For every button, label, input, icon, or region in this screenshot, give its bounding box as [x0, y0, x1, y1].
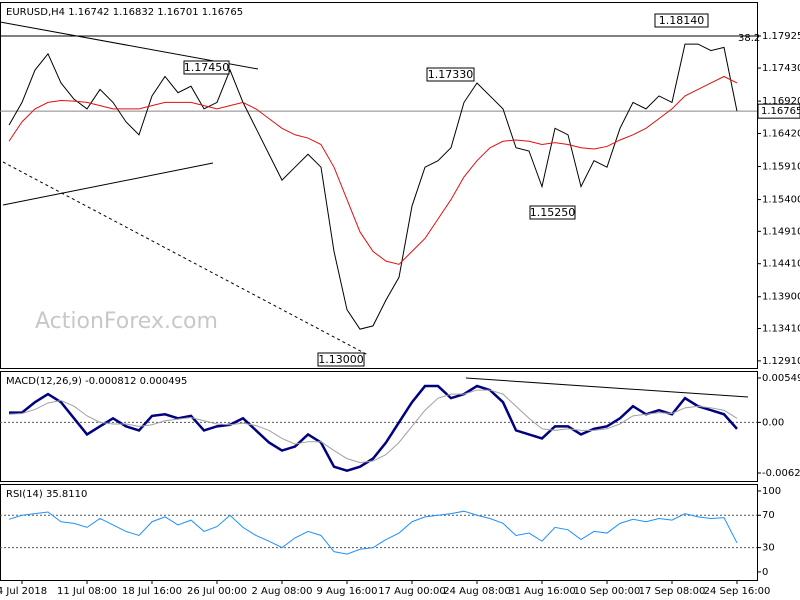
y-tick-label: 0.005498	[762, 373, 800, 384]
series-line	[9, 384, 738, 473]
series-line	[8, 43, 738, 330]
last-price-box	[757, 103, 800, 119]
y-tick-label: 1.13900	[762, 292, 800, 303]
annotation-box	[317, 352, 365, 367]
y-tick-label: 1.15400	[762, 195, 800, 206]
x-tick-label: 31 Aug 16:00	[508, 586, 575, 597]
x-tick-label: 24 Aug 08:00	[443, 586, 510, 597]
y-tick-label: 0.00	[762, 417, 784, 428]
y-tick-label: 100	[762, 486, 781, 497]
y-tick-label: 1.17430	[762, 63, 800, 74]
annotation-box	[183, 60, 230, 75]
y-tick-label: 30	[762, 543, 775, 554]
series-line	[8, 389, 738, 464]
panel-title: EURUSD,H4 1.16742 1.16832 1.16701 1.1676…	[6, 7, 243, 18]
annotation-box	[654, 13, 709, 28]
panel-frame	[0, 371, 758, 482]
annotation-box	[426, 67, 475, 82]
panel-title: MACD(12,26,9) -0.000812 0.000495	[6, 376, 187, 387]
y-tick-label: 0	[762, 567, 768, 578]
y-tick-label: 1.17925	[762, 31, 800, 42]
y-tick-label: 1.13410	[762, 323, 800, 334]
annotation: 1.13000	[318, 353, 364, 366]
y-tick-label: 1.14410	[762, 259, 800, 270]
x-tick-label: 17 Sep 08:00	[639, 586, 706, 597]
y-tick-label: 1.16920	[762, 96, 800, 107]
y-tick-label: 1.12910	[762, 356, 800, 367]
trend-line	[465, 377, 749, 398]
x-tick-label: 24 Sep 16:00	[704, 586, 771, 597]
series-line	[8, 75, 738, 265]
panel-title: RSI(14) 35.8110	[6, 489, 87, 500]
retracement-label: 38.2	[738, 33, 760, 44]
x-tick-label: 10 Sep 00:00	[574, 586, 641, 597]
annotation: 1.17330	[428, 68, 474, 81]
y-tick-label: 1.16420	[762, 129, 800, 140]
trend-line	[2, 161, 369, 356]
x-tick-label: 18 Jul 16:00	[122, 586, 182, 597]
y-tick-label: 1.14910	[762, 226, 800, 237]
panel-frame	[0, 2, 758, 369]
series-line	[8, 510, 738, 555]
x-tick-label: 11 Jul 08:00	[57, 586, 117, 597]
panel-frame	[0, 484, 758, 581]
y-tick-label: 1.15910	[762, 162, 800, 173]
annotation: 1.15250	[530, 206, 576, 219]
y-tick-label: -0.006283	[762, 468, 800, 479]
trend-line	[2, 162, 214, 206]
annotation-box	[529, 205, 576, 220]
x-tick-label: 26 Jul 00:00	[187, 586, 247, 597]
annotation: 1.17450	[184, 61, 230, 74]
annotation: 1.18140	[659, 14, 705, 27]
watermark: ActionForex.com	[35, 309, 218, 334]
y-tick-label: 70	[762, 510, 775, 521]
x-tick-label: 4 Jul 2018	[0, 586, 47, 597]
x-tick-label: 9 Aug 16:00	[316, 586, 377, 597]
x-tick-label: 17 Aug 00:00	[378, 586, 445, 597]
x-tick-label: 2 Aug 08:00	[251, 586, 312, 597]
last-price-label: 1.16765	[761, 106, 800, 117]
